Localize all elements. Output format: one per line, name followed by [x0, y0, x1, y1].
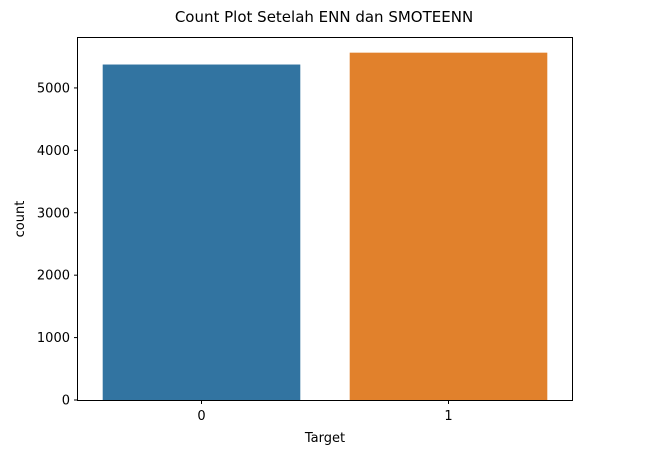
- y-tick-label: 5000: [37, 81, 70, 96]
- bar-0: [102, 64, 301, 400]
- y-axis-label: count: [13, 201, 28, 238]
- y-tick-label: 1000: [37, 331, 70, 346]
- x-tick-label: 1: [444, 409, 452, 424]
- y-tick-label: 4000: [37, 144, 70, 159]
- x-axis-label: Target: [304, 431, 345, 446]
- y-tick-label: 2000: [37, 269, 70, 284]
- y-tick-label: 3000: [37, 206, 70, 221]
- bars-group: [102, 52, 548, 401]
- y-axis-ticks: 0 1000 2000 3000 4000 5000: [37, 81, 78, 409]
- plot-frame: [77, 37, 573, 401]
- bar-1: [349, 52, 548, 401]
- x-tick-label: 0: [197, 409, 205, 424]
- y-tick-label: 0: [62, 394, 70, 409]
- chart-title: Count Plot Setelah ENN dan SMOTEENN: [175, 8, 473, 26]
